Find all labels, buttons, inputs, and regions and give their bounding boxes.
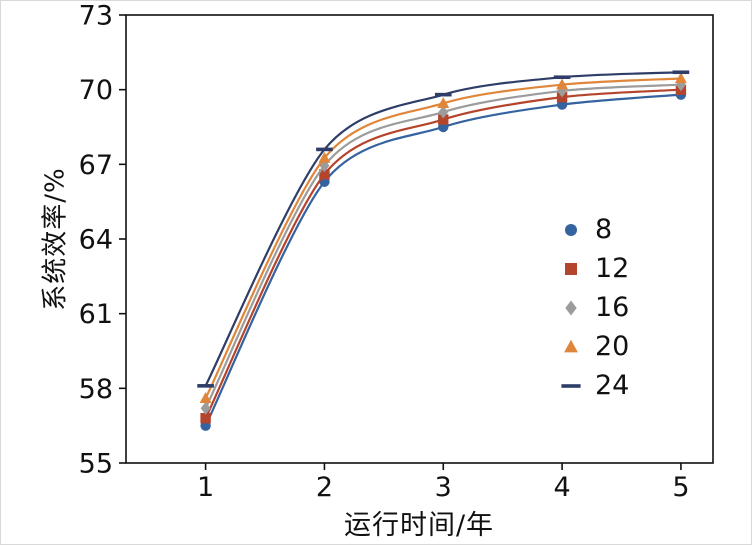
series-line [204, 93, 682, 427]
legend-label: 8 [595, 214, 613, 245]
dash-marker [561, 384, 581, 388]
square-marker [200, 413, 211, 424]
y-tick-label: 73 [79, 1, 113, 31]
x-tick-label: 2 [316, 472, 333, 503]
triangle-marker [437, 97, 450, 109]
dash-marker [553, 75, 571, 80]
legend-label: 16 [595, 292, 630, 323]
series-16 [200, 78, 686, 415]
diamond-marker [200, 401, 211, 415]
y-tick-label: 64 [79, 224, 113, 255]
triangle-marker [564, 339, 578, 353]
series-line [204, 88, 681, 419]
square-marker [438, 114, 449, 125]
legend-item-24: 24 [557, 371, 629, 401]
diamond-marker [565, 300, 577, 316]
dash-marker [434, 92, 452, 97]
x-tick-label: 4 [553, 472, 570, 503]
series-line [204, 71, 681, 387]
triangle-marker [674, 72, 687, 84]
diamond-marker [438, 105, 449, 119]
legend-label: 20 [595, 331, 630, 362]
y-tick-label: 70 [79, 75, 113, 106]
series-line [204, 83, 681, 409]
x-tick-label: 3 [435, 472, 452, 503]
dash-marker [672, 70, 690, 75]
square-icon [565, 263, 577, 275]
dash-icon [561, 384, 581, 388]
dash-marker [197, 384, 214, 388]
series-24 [197, 70, 690, 388]
y-tick-label: 58 [79, 374, 113, 405]
series-line [204, 77, 681, 399]
legend-label: 24 [595, 370, 630, 401]
y-tick-label: 67 [79, 150, 113, 181]
y-tick-label: 61 [79, 299, 113, 330]
square-marker [319, 169, 330, 180]
square-marker [565, 263, 577, 275]
y-axis-label: 系统效率/% [40, 167, 71, 311]
triangle-marker [318, 151, 331, 163]
x-tick-label: 5 [672, 472, 689, 503]
diamond-icon [565, 300, 577, 316]
legend-label: 12 [595, 253, 630, 284]
legend-item-20: 20 [557, 332, 629, 362]
dash-marker [316, 147, 333, 152]
x-axis-label: 运行时间/年 [343, 510, 495, 541]
legend: 8 12 16 20 24 [557, 215, 629, 401]
circle-icon [565, 224, 577, 236]
triangle-marker [556, 78, 569, 90]
legend-item-8: 8 [557, 215, 629, 245]
x-tick-label: 1 [197, 472, 214, 503]
triangle-marker [199, 392, 212, 403]
circle-marker [565, 224, 577, 236]
y-tick-label: 55 [79, 448, 113, 479]
series-20 [199, 72, 687, 403]
triangle-icon [564, 339, 578, 353]
legend-item-16: 16 [557, 293, 629, 323]
legend-item-12: 12 [557, 254, 629, 284]
